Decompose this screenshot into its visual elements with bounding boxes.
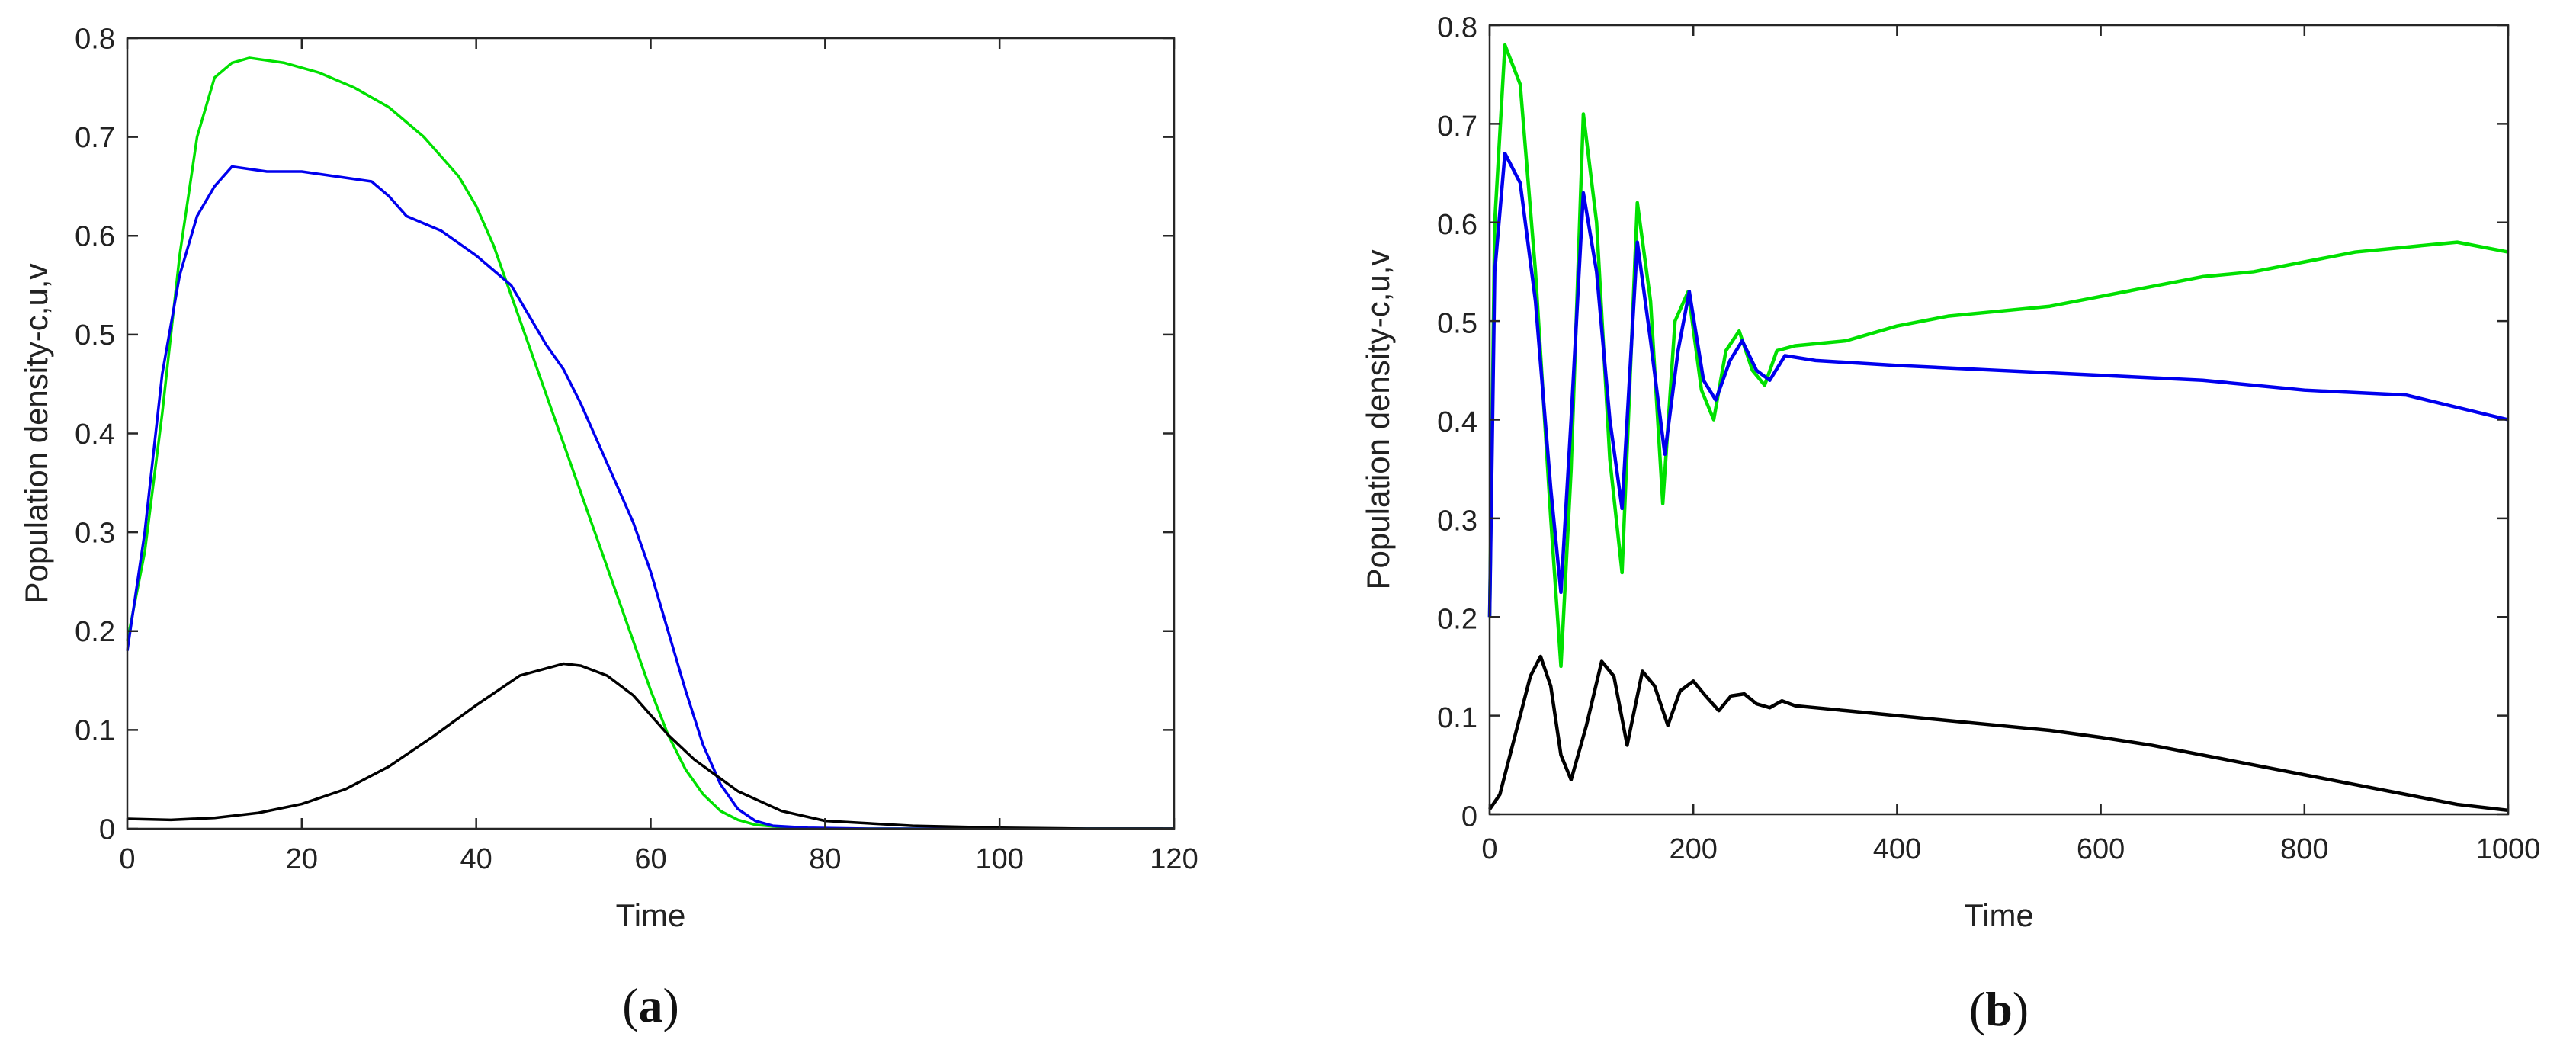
panel-b-y-tick-label: 0.6 (1437, 209, 1477, 241)
panel-b-y-axis-label: Population density-c,u,v (1360, 250, 1396, 590)
panel-a-y-tick-label: 0.7 (75, 122, 115, 154)
panel-a-y-axis-label: Population density-c,u,v (18, 264, 54, 604)
panel-b-y-tick-label: 0.4 (1437, 406, 1477, 438)
panel-b-x-tick-label: 800 (2280, 833, 2328, 865)
panel-b-caption: (b) (1969, 982, 2029, 1036)
panel-b-x-tick-label: 400 (1873, 833, 1921, 865)
panel-a-y-tick-label: 0.4 (75, 419, 115, 451)
panel-b-y-tick-label: 0.8 (1437, 11, 1477, 43)
panel-a-x-tick-label: 40 (460, 843, 492, 875)
panel-a: 0 20 40 60 80 100 120 0 0.1 0.2 0.3 0.4 0.5 0.6 0.7 0.8… (18, 23, 1198, 1032)
panel-a-y-tick-label: 0.6 (75, 221, 115, 253)
panel-b-y-tick-label: 0.3 (1437, 505, 1477, 537)
panel-a-y-tick-label: 0.2 (75, 616, 115, 648)
panel-a-x-axis-label: Time (616, 897, 686, 933)
panel-a-series-line-3 (127, 662, 1174, 830)
panel-b-x-tick-label: 1000 (2476, 833, 2541, 865)
panel-a-series-line-1 (126, 56, 1174, 830)
panel-a-y-tick-label: 0.1 (75, 715, 115, 747)
panel-a-x-tick-label: 100 (975, 843, 1023, 875)
panel-b-y-tick-label: 0 (1461, 801, 1477, 833)
panel-a-x-tick-label: 120 (1150, 843, 1198, 875)
panel-b-y-tick-label: 0.2 (1437, 604, 1477, 636)
panel-b-series-line-2 (1487, 151, 2509, 618)
panel-a-x-tick-label: 20 (286, 843, 318, 875)
panel-b-plot-frame (1488, 24, 2510, 816)
panel-a-y-tick-label: 0.5 (75, 319, 115, 351)
panel-a-plot-frame (126, 37, 1176, 830)
panel-b-y-tick-label: 0.7 (1437, 111, 1477, 143)
panel-b-series-line-1 (1487, 43, 2509, 669)
panel-b-x-tick-label: 0 (1481, 833, 1497, 865)
panel-a-caption: (a) (622, 978, 679, 1032)
panel-a-x-tick-label: 80 (809, 843, 841, 875)
panel-b-series-line-3 (1488, 654, 2509, 813)
panel-a-y-tick-label: 0.8 (75, 23, 115, 55)
panel-b-y-tick-label: 0.5 (1437, 308, 1477, 340)
panel-a-x-tick-label: 0 (119, 843, 135, 875)
panel-b-x-tick-label: 200 (1669, 833, 1717, 865)
panel-b-series-group (1487, 43, 2509, 813)
panel-b-x-axis-label: Time (1964, 897, 2034, 933)
panel-b: 0 200 400 600 800 1000 0 0.1 0.2 0.3 0.4 0.5 0.6 0.7 0… (1360, 11, 2540, 1036)
panel-a-y-tick-label: 0.3 (75, 517, 115, 549)
panel-b-y-tick-label: 0.1 (1437, 702, 1477, 734)
panel-a-x-tick-label: 60 (634, 843, 666, 875)
panel-a-series-line-2 (126, 165, 1174, 830)
panel-a-y-tick-label: 0 (99, 814, 115, 846)
panel-a-series-group (126, 56, 1174, 830)
panel-b-x-tick-label: 600 (2077, 833, 2125, 865)
